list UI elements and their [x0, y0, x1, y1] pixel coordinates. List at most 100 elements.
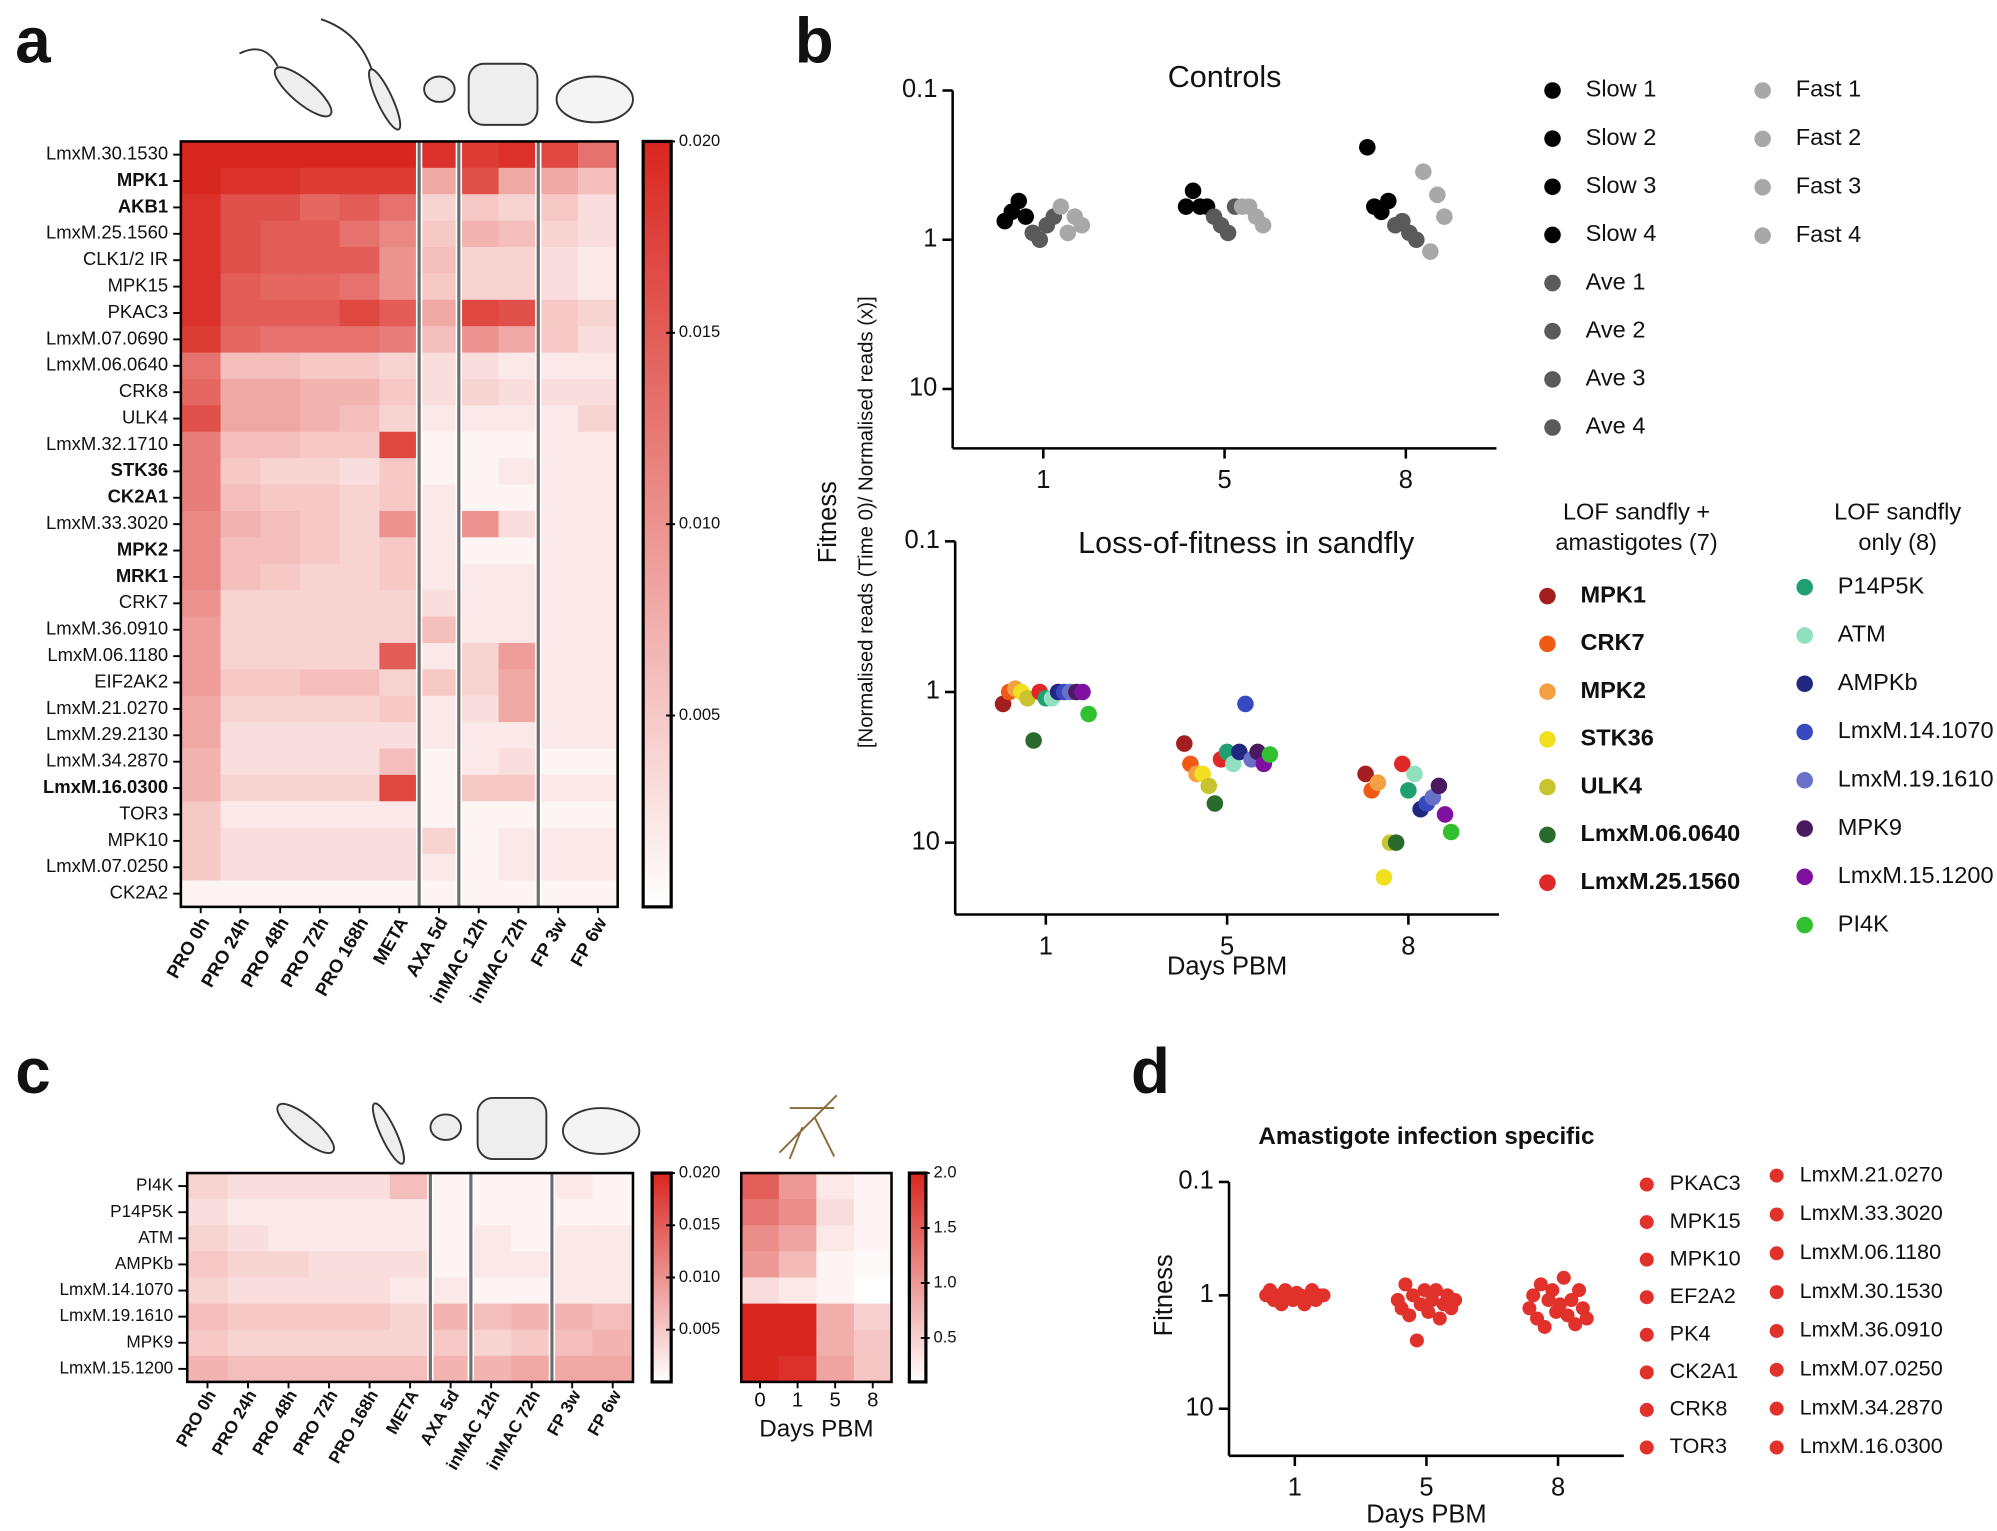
legend-label: ULK4: [1581, 772, 1643, 798]
panel-label: d: [1131, 1036, 1170, 1107]
promastigote-icon: [276, 1102, 335, 1154]
heatmap-cell: [260, 194, 301, 222]
heatmap-cell: [498, 405, 539, 433]
heatmap-cell: [538, 642, 579, 670]
heatmap-cell: [458, 141, 500, 169]
y-axis-sublabel: [Normalised reads (Time 0)/ Normalised r…: [856, 296, 878, 748]
heatmap-cell: [220, 167, 261, 195]
heatmap-cell: [816, 1355, 855, 1383]
x-tick-label: 1: [1036, 466, 1050, 494]
heatmap-cell: [577, 247, 619, 274]
heatmap-cell: [551, 1355, 593, 1383]
heatmap-cell: [180, 695, 222, 723]
heatmap-cell: [470, 1277, 512, 1305]
data-point: [1430, 777, 1448, 795]
heatmap-cell: [308, 1303, 350, 1331]
heatmap-cell: [299, 616, 341, 644]
heatmap-cell: [538, 669, 579, 697]
heatmap-cell: [419, 854, 460, 881]
heatmap-cell: [308, 1251, 350, 1278]
heatmap-cell: [458, 748, 500, 776]
heatmap-cell: [853, 1199, 893, 1226]
row-label: AMPKb: [115, 1253, 173, 1273]
heatmap-cell: [419, 405, 460, 433]
heatmap-cell: [741, 1277, 780, 1305]
heatmap-cell: [498, 431, 539, 459]
column-label: META: [382, 1386, 423, 1437]
heatmap-cell: [538, 220, 579, 248]
data-point: [1402, 1308, 1417, 1323]
data-point: [1400, 782, 1417, 799]
colorbar-tick-label: 0.005: [679, 1319, 720, 1338]
row-label: MPK1: [117, 169, 168, 190]
heatmap-cell: [339, 405, 380, 433]
heatmap-cell: [538, 510, 579, 538]
data-point: [1231, 743, 1248, 761]
legend-label: LmxM.14.1070: [1838, 717, 1994, 743]
heatmap-cell: [470, 1251, 512, 1278]
chart-title: Controls: [1168, 60, 1282, 94]
heatmap-cell: [577, 510, 619, 538]
heatmap-cell: [778, 1225, 817, 1252]
heatmap-cell: [260, 378, 301, 406]
heatmap-cell: [187, 1303, 229, 1331]
data-point: [1387, 834, 1405, 851]
heatmap-cell: [308, 1225, 350, 1252]
heatmap-cell: [260, 827, 301, 855]
row-label: LmxM.29.2130: [46, 723, 168, 744]
x-tick-label: 5: [1220, 932, 1234, 960]
row-label: LmxM.15.1200: [60, 1357, 174, 1377]
heatmap-cell: [458, 247, 500, 274]
heatmap-cell: [419, 537, 460, 565]
data-point: [1237, 695, 1254, 713]
legend-label: MPK15: [1670, 1208, 1741, 1233]
legend-marker: [1539, 778, 1556, 796]
heatmap-cell: [268, 1173, 310, 1200]
data-point: [1552, 1297, 1567, 1312]
heatmap-cell: [470, 1173, 512, 1200]
legend-marker: [1796, 916, 1813, 934]
heatmap-cell: [299, 510, 341, 538]
heatmap-cell: [349, 1199, 391, 1226]
colorbar-tick-label: 1.5: [934, 1217, 957, 1236]
legend-label: P14P5K: [1838, 572, 1925, 598]
heatmap-cell: [389, 1303, 431, 1331]
legend-label: Ave 1: [1586, 268, 1646, 294]
heatmap-cell: [299, 537, 341, 565]
heatmap-cell: [498, 616, 539, 644]
heatmap-cell: [458, 827, 500, 855]
data-point: [1533, 1277, 1548, 1292]
heatmap-cell: [220, 590, 261, 618]
column-label: FP 3w: [526, 913, 571, 970]
heatmap-cell: [419, 669, 460, 697]
legend-marker: [1639, 1215, 1654, 1230]
heatmap-cell: [498, 510, 539, 538]
data-point: [1436, 806, 1454, 823]
row-label: CRK7: [119, 591, 168, 612]
data-point: [1436, 208, 1453, 225]
heatmap-cell: [577, 431, 619, 459]
heatmap-cell: [379, 378, 420, 406]
heatmap-cell: [268, 1277, 310, 1305]
row-label: MPK15: [108, 274, 169, 295]
heatmap-cell: [187, 1329, 229, 1357]
row-label: LmxM.07.0690: [46, 327, 168, 348]
heatmap-cell: [577, 774, 619, 802]
row-label: LmxM.33.3020: [46, 512, 168, 533]
row-label: STK36: [111, 459, 168, 480]
heatmap-cell: [299, 352, 341, 380]
heatmap-cell: [220, 774, 261, 802]
promastigote-icon: [273, 66, 333, 118]
heatmap-cell: [458, 642, 500, 670]
y-axis-label: Fitness: [814, 481, 842, 563]
legend-label: LmxM.30.1530: [1800, 1278, 1943, 1303]
heatmap-cell: [498, 537, 539, 565]
legend-label: Fast 2: [1796, 124, 1861, 150]
data-point: [1422, 243, 1439, 260]
heatmap-cell: [538, 326, 579, 354]
heatmap-cell: [379, 590, 420, 618]
data-point: [1219, 224, 1237, 242]
heatmap-cell: [577, 220, 619, 248]
heatmap-cell: [419, 774, 460, 802]
macrophage-icon: [467, 62, 539, 126]
